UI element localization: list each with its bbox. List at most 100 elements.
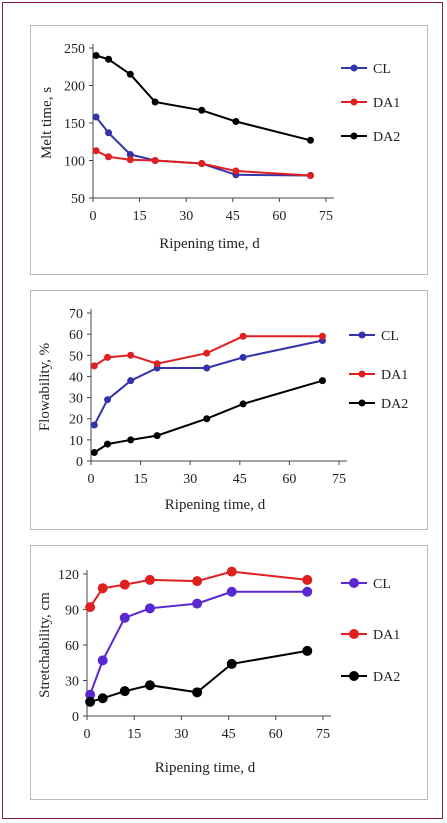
x-tick-label: 15 [133,209,147,224]
data-point-da2 [104,440,112,448]
data-point-da2 [226,658,237,669]
legend-label-cl: CL [381,329,399,344]
data-point-da2 [92,52,100,59]
flowability-chart: 0 10 20 30 40 50 60 70 0 15 30 45 60 75 Ripening time,… [37,307,408,513]
data-point-da1 [203,349,211,357]
series-line-cl [95,116,311,177]
x-tick-label: 30 [174,727,188,742]
x-tick-label: 75 [316,727,330,742]
figure-frame [2,2,443,819]
y-tick-label: 250 [64,42,85,57]
data-point-da1 [198,160,206,167]
y-tick-label: 10 [69,434,83,449]
x-tick-label: 45 [222,727,236,742]
y-axis-title: Flowability, % [37,343,53,431]
data-point-da2 [198,106,206,114]
data-point-da2 [153,432,161,440]
x-axis-title: Ripening time, d [155,760,256,776]
data-point-da1 [239,332,247,340]
y-tick-label: 40 [69,370,83,385]
data-point-cl [144,603,155,614]
y-tick-label: 30 [69,392,83,407]
data-point-cl [239,353,247,361]
y-tick-label: 60 [69,328,83,343]
data-point-da2 [85,696,96,707]
legend-marker-da2 [358,399,366,407]
legend-marker-cl [358,331,366,339]
x-tick-label: 0 [88,472,95,487]
y-tick-label: 0 [76,455,83,470]
legend-label-cl: CL [373,62,391,77]
data-point-cl [92,113,100,121]
legend-marker-da1 [350,98,358,106]
data-point-da1 [85,602,96,613]
data-point-cl [226,586,237,597]
data-point-cl [97,655,108,666]
data-point-da1 [119,579,130,590]
data-point-da2 [119,686,130,697]
data-point-da2 [90,449,98,457]
legend-label-da2: DA2 [373,670,400,685]
data-point-da2 [151,98,159,106]
y-tick-label: 30 [65,675,79,690]
data-point-da1 [90,362,98,370]
data-point-da1 [318,332,326,340]
data-point-cl [90,421,98,429]
series-line-da2 [95,54,311,142]
x-tick-label: 60 [282,472,296,487]
data-point-cl [192,598,203,609]
y-tick-label: 60 [65,639,79,654]
data-point-cl [104,396,112,404]
data-point-da2 [239,400,247,408]
data-point-da1 [302,574,313,585]
legend-marker-da1 [358,370,366,378]
data-point-da1 [151,157,159,164]
y-tick-label: 150 [64,117,85,132]
data-point-da2 [302,645,313,656]
y-tick-label: 90 [65,604,79,619]
legend-marker-da2 [349,671,359,681]
data-point-da2 [127,436,135,444]
data-point-da1 [97,583,108,594]
data-point-da1 [306,172,314,179]
data-point-da1 [232,167,240,175]
data-point-da1 [92,147,100,155]
y-tick-label: 100 [64,155,85,170]
data-point-cl [203,364,211,372]
y-tick-label: 50 [69,349,83,364]
y-axis-title: Stretchability, cm [37,592,53,698]
y-tick-label: 0 [72,710,79,725]
x-tick-label: 15 [134,472,148,487]
data-point-da2 [192,687,203,698]
data-point-da1 [144,574,155,585]
data-point-da1 [153,360,161,368]
stretchability-panel: 0 30 60 90 120 0 15 30 45 60 75 Ripening time, d Str… [30,545,428,800]
legend-label-da2: DA2 [373,130,400,145]
data-point-cl [127,377,135,385]
legend-marker-da1 [349,629,359,639]
data-point-da2 [144,680,155,691]
y-tick-label: 200 [64,80,85,95]
x-tick-label: 60 [272,209,286,224]
data-point-da1 [226,566,237,577]
data-point-cl [105,129,113,137]
x-tick-label: 30 [183,472,197,487]
x-tick-label: 75 [319,209,333,224]
x-axis-title: Ripening time, d [159,236,260,252]
legend-label-cl: CL [373,577,391,592]
data-point-da2 [105,55,113,63]
flowability-panel: 0 10 20 30 40 50 60 70 0 15 30 45 60 75 Ripening time,… [30,290,428,530]
stretchability-chart: 0 30 60 90 120 0 15 30 45 60 75 Ripening time, d Str… [37,566,400,776]
data-point-da1 [104,353,112,361]
y-tick-label: 20 [69,413,83,428]
x-tick-label: 0 [84,727,91,742]
legend-marker-cl [350,64,358,72]
data-point-cl [126,151,134,158]
x-tick-label: 0 [90,209,97,224]
legend-marker-da2 [350,132,358,140]
y-tick-label: 70 [69,307,83,322]
data-point-da1 [192,576,203,587]
x-tick-label: 45 [233,472,247,487]
melt-time-chart: 50 100 150 200 250 0 15 30 45 60 75 Ripening time, … [39,42,400,252]
x-tick-label: 15 [127,727,141,742]
